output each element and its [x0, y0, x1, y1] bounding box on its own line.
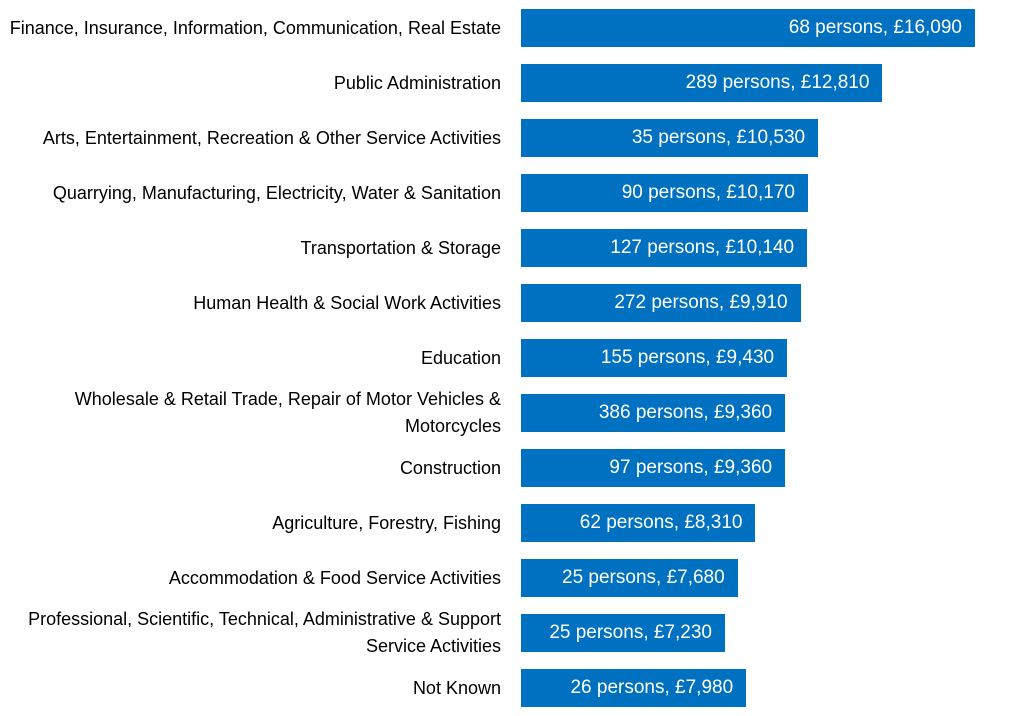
data-label: 35 persons, £10,530: [631, 127, 806, 148]
bar: 127 persons, £10,140: [521, 229, 808, 267]
category-label: Transportation & Storage: [300, 237, 501, 258]
data-label: 26 persons, £7,980: [570, 677, 734, 698]
category-label: Not Known: [412, 677, 501, 698]
data-label: 97 persons, £9,360: [609, 457, 773, 478]
bar: 26 persons, £7,980: [521, 669, 747, 707]
data-label: 289 persons, £12,810: [685, 72, 870, 93]
data-label: 90 persons, £10,170: [621, 182, 795, 203]
bar: 97 persons, £9,360: [521, 449, 786, 487]
bar: 155 persons, £9,430: [521, 339, 788, 377]
category-label: Professional, Scientific, Technical, Adm…: [28, 609, 501, 656]
category-label: Construction: [399, 457, 501, 478]
category-label: Accommodation & Food Service Activities: [168, 567, 501, 588]
category-label: Human Health & Social Work Activities: [193, 292, 501, 313]
bar: 90 persons, £10,170: [521, 174, 808, 212]
bar: 25 persons, £7,680: [521, 559, 738, 597]
category-label: Wholesale & Retail Trade, Repair of Moto…: [74, 389, 501, 436]
data-label: 386 persons, £9,360: [598, 402, 773, 423]
bar: 35 persons, £10,530: [521, 119, 819, 157]
data-label: 25 persons, £7,680: [562, 567, 725, 588]
bar: 272 persons, £9,910: [521, 284, 801, 322]
data-label: 272 persons, £9,910: [614, 292, 788, 313]
data-label: 25 persons, £7,230: [549, 622, 712, 643]
data-label: 127 persons, £10,140: [610, 237, 795, 258]
category-label: Quarrying, Manufacturing, Electricity, W…: [52, 182, 501, 203]
category-label: Education: [420, 347, 501, 368]
category-label: Arts, Entertainment, Recreation & Other …: [42, 127, 501, 148]
category-label: Public Administration: [333, 72, 501, 93]
bar: 62 persons, £8,310: [521, 504, 756, 542]
bar: 68 persons, £16,090: [521, 9, 975, 47]
category-label: Finance, Insurance, Information, Communi…: [9, 17, 501, 38]
bar: 25 persons, £7,230: [521, 614, 725, 652]
bar: 386 persons, £9,360: [521, 394, 786, 432]
data-label: 62 persons, £8,310: [579, 512, 743, 533]
category-label: Agriculture, Forestry, Fishing: [272, 512, 501, 533]
data-label: 155 persons, £9,430: [600, 347, 775, 368]
data-label: 68 persons, £16,090: [788, 17, 962, 38]
bar: 289 persons, £12,810: [521, 64, 883, 102]
